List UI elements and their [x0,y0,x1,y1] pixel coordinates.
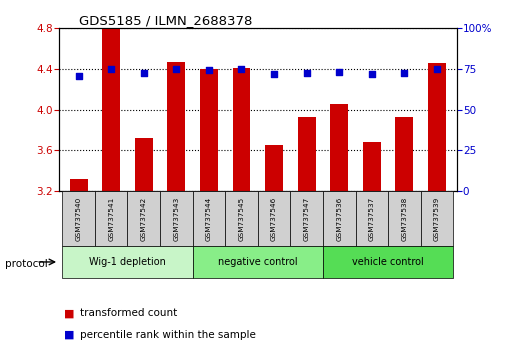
Point [140,70,148,76]
Bar [70,179,88,191]
FancyBboxPatch shape [323,191,356,246]
FancyBboxPatch shape [127,191,160,246]
FancyBboxPatch shape [192,246,323,278]
Point [303,70,311,76]
Text: transformed count: transformed count [80,308,177,318]
Text: GSM737536: GSM737536 [336,196,342,241]
Point [238,66,246,72]
Bar [396,117,413,191]
Bar [102,28,120,191]
Point [107,66,115,72]
Text: ■: ■ [64,330,74,339]
Bar [265,145,283,191]
Bar [167,62,185,191]
FancyBboxPatch shape [160,191,192,246]
Bar [298,117,315,191]
Point [433,66,441,72]
FancyBboxPatch shape [258,191,290,246]
Text: GSM737543: GSM737543 [173,196,180,241]
Bar [330,104,348,191]
Bar [200,69,218,191]
Text: GSM737538: GSM737538 [402,196,407,241]
Point [335,69,343,75]
FancyBboxPatch shape [290,191,323,246]
Text: negative control: negative control [218,257,298,267]
FancyBboxPatch shape [62,191,95,246]
Bar [363,142,381,191]
Point [270,71,278,77]
Point [74,73,83,79]
Text: GSM737539: GSM737539 [434,196,440,241]
FancyBboxPatch shape [192,191,225,246]
FancyBboxPatch shape [225,191,258,246]
Point [400,70,408,76]
Bar [232,68,250,191]
Text: GDS5185 / ILMN_2688378: GDS5185 / ILMN_2688378 [79,14,252,27]
Point [368,71,376,77]
FancyBboxPatch shape [421,191,453,246]
Text: Wig-1 depletion: Wig-1 depletion [89,257,166,267]
Point [172,66,181,72]
Point [205,67,213,73]
Text: percentile rank within the sample: percentile rank within the sample [80,330,255,339]
Text: GSM737547: GSM737547 [304,196,310,241]
Text: GSM737540: GSM737540 [75,196,82,241]
FancyBboxPatch shape [323,246,453,278]
Text: GSM737544: GSM737544 [206,196,212,241]
Bar [135,138,153,191]
Bar [428,63,446,191]
Text: GSM737537: GSM737537 [369,196,375,241]
FancyBboxPatch shape [62,246,192,278]
FancyBboxPatch shape [388,191,421,246]
Text: protocol: protocol [5,259,48,269]
Text: GSM737545: GSM737545 [239,196,245,241]
Text: GSM737542: GSM737542 [141,196,147,241]
Text: ■: ■ [64,308,74,318]
Text: GSM737546: GSM737546 [271,196,277,241]
Text: vehicle control: vehicle control [352,257,424,267]
FancyBboxPatch shape [356,191,388,246]
Text: GSM737541: GSM737541 [108,196,114,241]
FancyBboxPatch shape [95,191,127,246]
